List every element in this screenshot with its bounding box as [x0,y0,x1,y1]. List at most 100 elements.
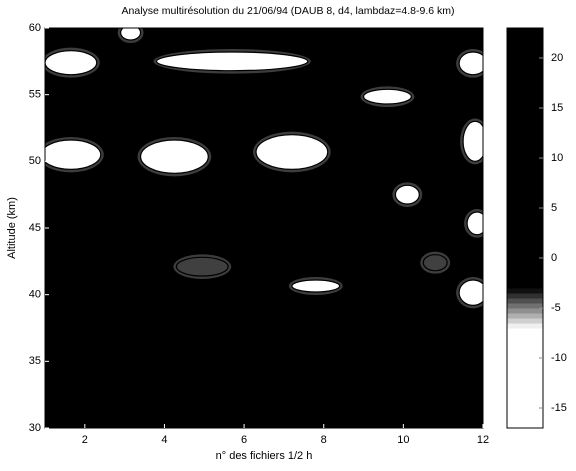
y-tick-label: 50 [29,155,41,167]
colorbar-cell [507,93,543,99]
colorbar-cell [507,408,543,414]
colorbar-cell [507,53,543,59]
contour-region [139,139,209,174]
colorbar-cell [507,83,543,89]
colorbar-cell [507,338,543,344]
colorbar-cell [507,168,543,174]
colorbar-cell [507,308,543,314]
colorbar-cell [507,243,543,249]
colorbar-cell [507,218,543,224]
colorbar-cell [507,138,543,144]
y-tick-label: 45 [29,222,41,234]
colorbar-cell [507,223,543,229]
x-tick-label: 8 [321,434,327,446]
colorbar-cell [507,268,543,274]
colorbar-cell [507,68,543,74]
colorbar-cell [507,423,543,429]
colorbar-frame [506,27,544,429]
colorbar-cell [507,48,543,54]
colorbar-cell [507,413,543,419]
colorbar-cell [507,403,543,409]
y-axis-label: Altitude (km) [6,197,18,259]
contour-region [120,28,142,41]
y-tick-label: 55 [29,89,41,101]
colorbar-cell [507,153,543,159]
colorbar-cell [507,263,543,269]
colorbar-tick-label: 15 [551,102,563,114]
colorbar-cell [507,183,543,189]
colorbar-cell [507,373,543,379]
colorbar-cell [507,323,543,329]
x-tick-label: 2 [82,434,88,446]
colorbar-cell [507,238,543,244]
colorbar [507,28,543,429]
contour-region [255,134,329,170]
contour-region [155,51,309,72]
colorbar-cell [507,343,543,349]
colorbar-cell [507,63,543,69]
colorbar-cell [507,318,543,324]
colorbar-cell [507,398,543,404]
colorbar-tick-label: -10 [551,352,567,364]
colorbar-cell [507,303,543,309]
colorbar-cell [507,298,543,304]
colorbar-cell [507,388,543,394]
colorbar-tick-label: -5 [551,302,561,314]
colorbar-cell [507,288,543,294]
contour-region [175,256,229,277]
chart-title: Analyse multirésolution du 21/06/94 (DAU… [122,5,455,17]
contour-region [291,279,341,293]
contour-region [422,254,448,272]
colorbar-cell [507,393,543,399]
colorbar-cell [507,98,543,104]
colorbar-cell [507,178,543,184]
colorbar-cell [507,353,543,359]
colorbar-tick-label: 10 [551,152,563,164]
colorbar-tick-label: -15 [551,402,567,414]
colorbar-cell [507,108,543,114]
colorbar-cell [507,163,543,169]
x-tick-label: 10 [397,434,409,446]
colorbar-cell [507,378,543,384]
y-tick-label: 35 [29,355,41,367]
colorbar-tick-label: 20 [551,52,563,64]
colorbar-cell [507,258,543,264]
colorbar-cell [507,43,543,49]
x-axis-label: n° des fichiers 1/2 h [216,450,313,462]
colorbar-cell [507,293,543,299]
contour-region [462,120,483,162]
x-tick-label: 4 [161,434,167,446]
colorbar-cell [507,73,543,79]
contour-region [362,88,412,105]
colorbar-cell [507,78,543,84]
colorbar-cell [507,188,543,194]
contour-region [45,139,102,170]
colorbar-cell [507,38,543,44]
colorbar-cell [507,328,543,334]
plot-background [45,28,483,428]
colorbar-cell [507,143,543,149]
colorbar-tick-label: 0 [551,252,557,264]
y-tick-label: 30 [29,422,41,434]
x-tick-label: 12 [477,434,489,446]
colorbar-cell [507,418,543,424]
colorbar-cell [507,363,543,369]
colorbar-cell [507,193,543,199]
colorbar-cell [507,278,543,284]
y-tick-label: 60 [29,22,41,34]
colorbar-cell [507,128,543,134]
colorbar-cell [507,123,543,129]
colorbar-cell [507,28,543,34]
y-tick-label: 40 [29,289,41,301]
colorbar-tick-label: 5 [551,202,557,214]
colorbar-cell [507,198,543,204]
colorbar-cell [507,133,543,139]
contour-region [394,184,420,205]
colorbar-cell [507,88,543,94]
contour-region [458,51,483,76]
contour-region [45,50,98,76]
colorbar-cell [507,113,543,119]
colorbar-cell [507,248,543,254]
plot-area [45,28,483,309]
